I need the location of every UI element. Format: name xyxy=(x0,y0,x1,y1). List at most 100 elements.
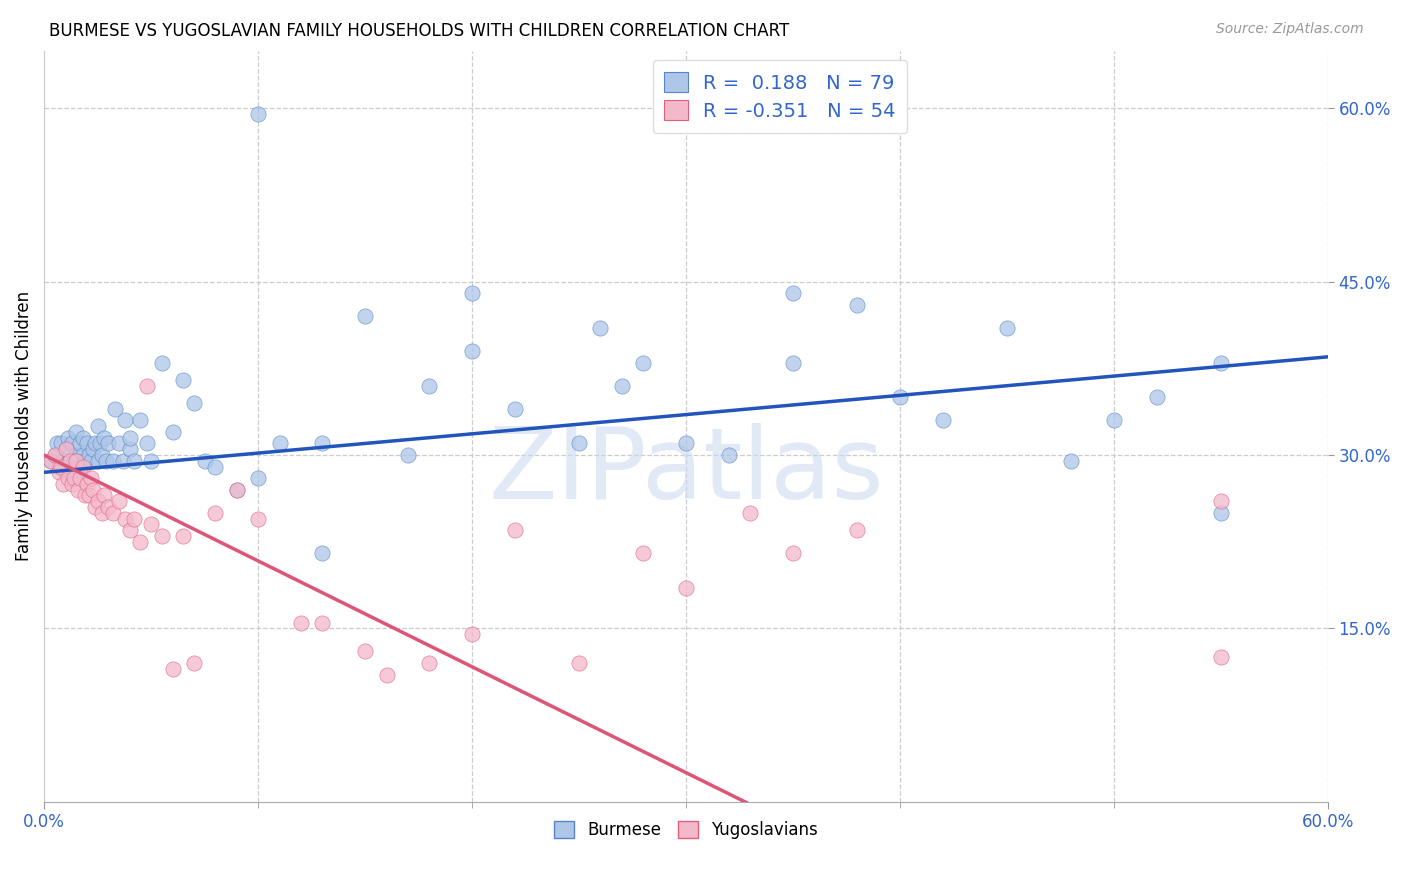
Text: BURMESE VS YUGOSLAVIAN FAMILY HOUSEHOLDS WITH CHILDREN CORRELATION CHART: BURMESE VS YUGOSLAVIAN FAMILY HOUSEHOLDS… xyxy=(49,22,789,40)
Point xyxy=(86,419,108,434)
Point xyxy=(55,442,77,457)
Point xyxy=(114,413,136,427)
Point xyxy=(86,494,108,508)
Point xyxy=(150,355,173,369)
Point xyxy=(65,425,87,439)
Point xyxy=(122,454,145,468)
Point xyxy=(172,529,194,543)
Point xyxy=(589,321,612,335)
Point xyxy=(461,344,484,359)
Point xyxy=(269,436,291,450)
Point xyxy=(104,401,127,416)
Point xyxy=(112,454,135,468)
Point xyxy=(108,494,131,508)
Point xyxy=(77,448,100,462)
Point xyxy=(396,448,419,462)
Point xyxy=(461,286,484,301)
Point xyxy=(204,459,226,474)
Point xyxy=(56,471,79,485)
Point xyxy=(610,378,633,392)
Point xyxy=(247,471,270,485)
Point xyxy=(889,390,911,404)
Point xyxy=(65,448,87,462)
Point xyxy=(247,511,270,525)
Point xyxy=(194,454,217,468)
Point xyxy=(60,436,83,450)
Point xyxy=(1102,413,1125,427)
Point xyxy=(183,396,205,410)
Point xyxy=(51,436,73,450)
Point xyxy=(82,483,104,497)
Point xyxy=(150,529,173,543)
Point xyxy=(204,506,226,520)
Point xyxy=(80,471,103,485)
Point xyxy=(1209,355,1232,369)
Point xyxy=(1209,494,1232,508)
Point xyxy=(80,454,103,468)
Point xyxy=(503,401,526,416)
Point xyxy=(461,627,484,641)
Point xyxy=(247,107,270,121)
Point xyxy=(717,448,740,462)
Point xyxy=(1209,650,1232,665)
Point xyxy=(225,483,247,497)
Point xyxy=(633,355,655,369)
Point xyxy=(1146,390,1168,404)
Point xyxy=(60,476,83,491)
Point xyxy=(354,310,377,324)
Point xyxy=(90,506,112,520)
Point xyxy=(90,448,112,462)
Point xyxy=(59,448,82,462)
Point xyxy=(129,413,152,427)
Point xyxy=(418,378,440,392)
Point xyxy=(846,523,869,537)
Point xyxy=(46,436,69,450)
Point xyxy=(139,517,162,532)
Legend: Burmese, Yugoslavians: Burmese, Yugoslavians xyxy=(547,814,825,846)
Point xyxy=(172,373,194,387)
Point xyxy=(72,431,94,445)
Point xyxy=(162,662,184,676)
Point xyxy=(354,644,377,658)
Point xyxy=(44,448,66,462)
Point xyxy=(48,459,70,474)
Point xyxy=(225,483,247,497)
Point xyxy=(86,454,108,468)
Point xyxy=(675,581,697,595)
Point xyxy=(1209,506,1232,520)
Point xyxy=(568,656,591,670)
Point xyxy=(846,298,869,312)
Point xyxy=(97,500,120,514)
Point xyxy=(77,488,100,502)
Point xyxy=(76,476,98,491)
Point xyxy=(311,546,333,560)
Point xyxy=(69,466,91,480)
Point xyxy=(568,436,591,450)
Point xyxy=(52,476,75,491)
Point xyxy=(39,454,62,468)
Point xyxy=(675,436,697,450)
Point xyxy=(82,442,104,457)
Point xyxy=(72,459,94,474)
Point xyxy=(782,355,804,369)
Point xyxy=(503,523,526,537)
Point xyxy=(48,466,70,480)
Point xyxy=(84,500,107,514)
Point xyxy=(55,442,77,457)
Point xyxy=(73,488,96,502)
Point xyxy=(311,615,333,630)
Point xyxy=(67,454,90,468)
Point xyxy=(93,488,115,502)
Point xyxy=(97,436,120,450)
Point xyxy=(375,667,398,681)
Point xyxy=(39,454,62,468)
Point xyxy=(932,413,955,427)
Point xyxy=(69,436,91,450)
Point xyxy=(311,436,333,450)
Point xyxy=(118,442,141,457)
Point xyxy=(995,321,1018,335)
Point xyxy=(101,454,124,468)
Point xyxy=(1060,454,1083,468)
Point xyxy=(51,459,73,474)
Point xyxy=(118,523,141,537)
